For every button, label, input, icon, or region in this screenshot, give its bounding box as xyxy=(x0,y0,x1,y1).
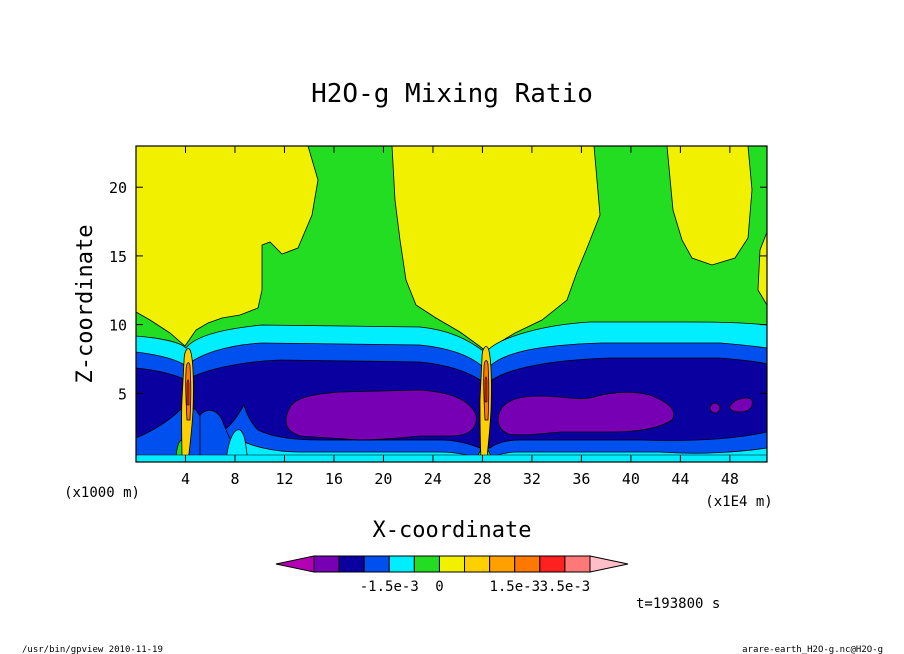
colorbar-segment xyxy=(313,555,340,573)
x-tick-label: 12 xyxy=(275,470,293,488)
x-tick-label: 8 xyxy=(230,470,239,488)
x-tick-label: 44 xyxy=(671,470,689,488)
y-axis: 5 10 15 20 xyxy=(109,179,767,403)
colorbar-segment xyxy=(388,555,415,573)
y-tick-label: 20 xyxy=(109,179,127,197)
ground-strip xyxy=(136,454,767,462)
colorbar-segment xyxy=(489,555,516,573)
contour-band-purple-blob-edge xyxy=(729,397,753,413)
chart-title: H2O-g Mixing Ratio xyxy=(311,79,593,109)
x-tick-label: 28 xyxy=(473,470,491,488)
plot-frame xyxy=(135,145,768,463)
y-tick-label: 10 xyxy=(109,317,127,335)
warm-column-left-core xyxy=(186,379,190,406)
contour-field xyxy=(136,146,767,462)
contour-band-purple-right xyxy=(497,391,675,436)
time-label: t=193800 s xyxy=(636,596,720,612)
colorbar-label: 0 xyxy=(435,579,443,595)
x-tick-label: 16 xyxy=(325,470,343,488)
x-tick-label: 36 xyxy=(572,470,590,488)
footer-left: /usr/bin/gpview 2010-11-19 xyxy=(22,645,163,654)
x-axis: 4 8 12 16 20 24 28 32 36 40 44 48 xyxy=(181,146,739,488)
colorbar-segment xyxy=(539,555,566,573)
colorbar-segment xyxy=(564,555,591,573)
y-axis-title: Z-coordinate xyxy=(73,225,98,384)
contour-band-yellow-left xyxy=(136,146,319,347)
colorbar-label: 1.5e-3 xyxy=(489,579,540,595)
contour-band-purple-blob-small xyxy=(709,402,721,414)
colorbar-segment xyxy=(464,555,491,573)
x-tick-label: 20 xyxy=(374,470,392,488)
x-tick-label: 48 xyxy=(721,470,739,488)
colorbar: -1.5e-3 0 1.5e-3 3.5e-3 xyxy=(275,555,629,595)
contour-band-yellow-edge xyxy=(757,231,767,306)
colorbar-segment xyxy=(363,555,390,573)
warm-column-mid-core xyxy=(484,376,488,403)
colorbar-label: 3.5e-3 xyxy=(540,579,591,595)
x-tick-label: 40 xyxy=(622,470,640,488)
x-tick-label: 4 xyxy=(181,470,190,488)
footer-right: arare-earth_H2O-g.nc@H2O-g xyxy=(742,645,883,654)
y-axis-unit: (x1000 m) xyxy=(64,485,140,501)
y-tick-label: 5 xyxy=(118,385,127,403)
contour-band-purple-left xyxy=(285,389,477,441)
x-tick-label: 32 xyxy=(523,470,541,488)
colorbar-segment xyxy=(438,555,466,573)
colorbar-segment xyxy=(338,555,365,573)
x-axis-title: X-coordinate xyxy=(373,518,532,543)
colorbar-segment xyxy=(514,555,541,573)
colorbar-arrow-low xyxy=(275,555,315,573)
contour-band-yellow-right xyxy=(666,146,753,266)
x-tick-label: 24 xyxy=(424,470,442,488)
y-tick-label: 15 xyxy=(109,248,127,266)
x-axis-unit: (x1E4 m) xyxy=(705,494,772,510)
colorbar-label: -1.5e-3 xyxy=(360,579,419,595)
colorbar-arrow-high xyxy=(589,555,629,573)
colorbar-segment xyxy=(413,555,440,573)
